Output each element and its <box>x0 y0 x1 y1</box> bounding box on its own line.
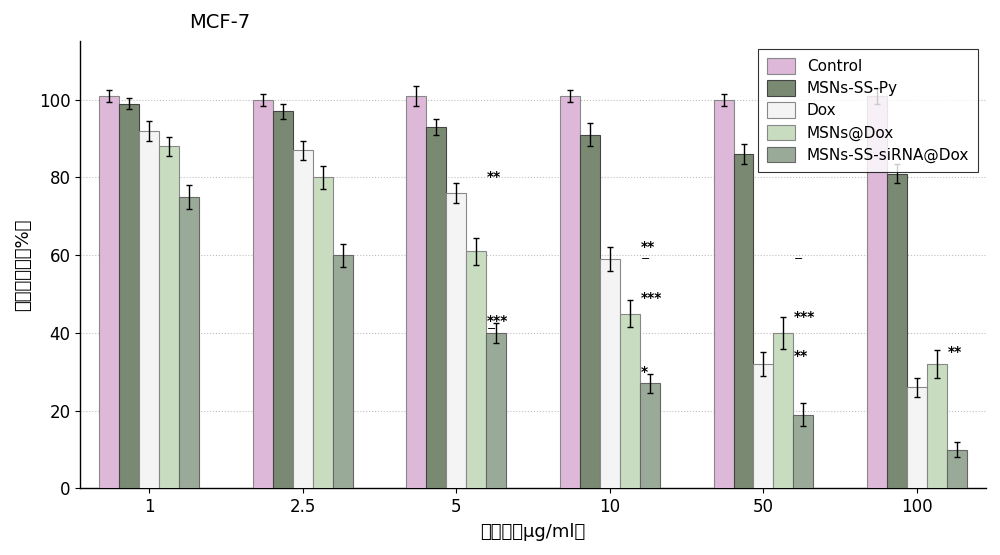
Bar <box>734 154 753 488</box>
Bar <box>293 150 313 488</box>
Text: **: ** <box>794 349 808 364</box>
Bar <box>426 127 446 488</box>
Bar <box>253 100 273 488</box>
Bar <box>620 314 640 488</box>
Bar <box>753 364 773 488</box>
Text: −: − <box>641 254 650 264</box>
Bar <box>714 100 734 488</box>
Text: ***: *** <box>641 291 662 305</box>
Bar <box>580 135 600 488</box>
Bar <box>179 197 199 488</box>
Bar <box>99 96 119 488</box>
Legend: Control, MSNs-SS-Py, Dox, MSNs@Dox, MSNs-SS-siRNA@Dox: Control, MSNs-SS-Py, Dox, MSNs@Dox, MSNs… <box>758 49 978 172</box>
Text: ***: *** <box>487 314 508 329</box>
Text: **: ** <box>948 345 962 360</box>
Bar <box>907 387 927 488</box>
X-axis label: 浓度．（μg/ml）: 浓度．（μg/ml） <box>481 523 586 541</box>
Bar <box>640 384 660 488</box>
Bar <box>406 96 426 488</box>
Bar <box>486 333 506 488</box>
Text: −: − <box>487 324 496 334</box>
Bar <box>139 131 159 488</box>
Bar <box>600 259 620 488</box>
Bar <box>446 193 466 488</box>
Text: *: * <box>641 365 648 379</box>
Bar <box>867 96 887 488</box>
Bar <box>333 255 353 488</box>
Bar <box>927 364 947 488</box>
Bar <box>887 174 907 488</box>
Text: MCF-7: MCF-7 <box>189 13 250 33</box>
Text: ***: *** <box>794 310 816 325</box>
Bar <box>466 251 486 488</box>
Y-axis label: 细胞存活率（%）: 细胞存活率（%） <box>14 219 32 311</box>
Bar <box>273 112 293 488</box>
Bar <box>119 104 139 488</box>
Text: −: − <box>794 254 804 264</box>
Bar <box>947 450 967 488</box>
Text: **: ** <box>487 170 501 184</box>
Text: **: ** <box>641 240 655 254</box>
Bar <box>793 415 813 488</box>
Bar <box>773 333 793 488</box>
Bar <box>313 178 333 488</box>
Bar <box>159 147 179 488</box>
Bar <box>560 96 580 488</box>
